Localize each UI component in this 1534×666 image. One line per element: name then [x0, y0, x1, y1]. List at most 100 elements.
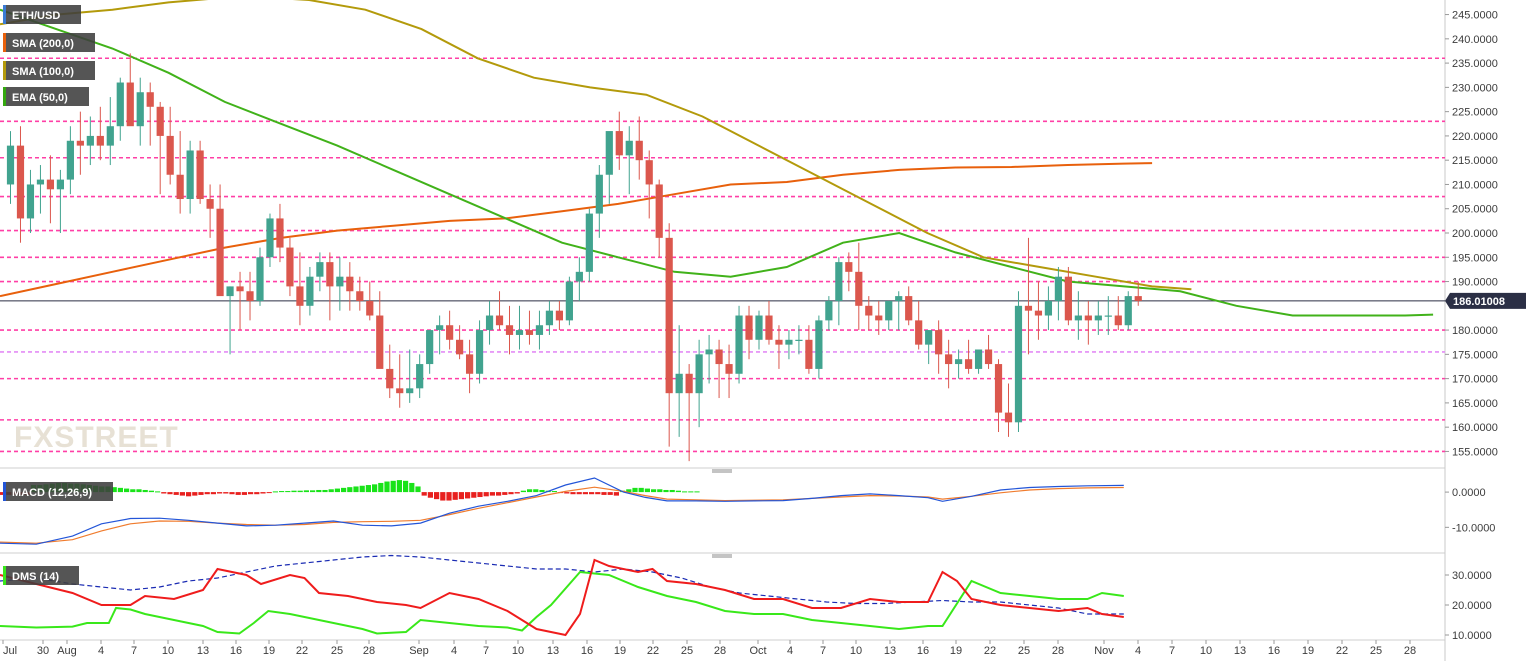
legend-swatch	[3, 5, 6, 24]
candle-up	[6, 145, 15, 185]
macd-histogram-bar-up	[316, 489, 322, 493]
macd-histogram-bar-down	[458, 492, 464, 500]
date-tick-label: 16	[1268, 645, 1280, 657]
candle-up	[36, 179, 45, 185]
macd-histogram-bar-down	[266, 492, 272, 494]
candle-up	[406, 388, 414, 394]
macd-histogram-bar-up	[675, 490, 681, 493]
candle-up	[56, 179, 64, 190]
price-tick-label: 165.0000	[1452, 398, 1498, 410]
macd-histogram-bar-up	[279, 491, 285, 493]
macd-histogram-bar-up	[527, 489, 533, 493]
legend-label: EMA (50,0)	[12, 92, 68, 104]
macd-histogram-bar-down	[514, 492, 520, 494]
legend-swatch	[3, 87, 6, 106]
macd-histogram-bar-down	[452, 492, 458, 500]
macd-histogram-bar-up	[136, 489, 142, 493]
date-tick-label: 4	[98, 645, 104, 657]
macd-histogram-bar-up	[353, 486, 359, 493]
legend-swatch	[3, 61, 6, 80]
candle-up	[885, 300, 893, 321]
candle-down	[984, 349, 993, 365]
date-tick-label: 28	[1052, 645, 1064, 657]
macd-line	[0, 477, 1124, 545]
candle-down	[206, 199, 214, 209]
candle-up	[256, 257, 264, 301]
candle-up	[475, 330, 484, 374]
macd-histogram-bar-up	[669, 489, 675, 493]
candle-up	[1054, 276, 1062, 301]
date-tick-label: Aug	[57, 645, 77, 657]
candle-down	[236, 286, 244, 292]
macd-histogram-bar-down	[446, 492, 452, 501]
candle-up	[336, 276, 344, 287]
price-pane-bg	[0, 0, 1445, 468]
candle-down	[945, 354, 953, 365]
macd-histogram-bar-up	[638, 487, 644, 493]
macd-histogram-bar-up	[403, 480, 409, 493]
candle-up	[675, 373, 683, 394]
macd-histogram-bar-down	[167, 492, 173, 495]
candle-up	[26, 184, 35, 219]
macd-histogram-bar-down	[465, 492, 471, 499]
candle-down	[715, 349, 723, 365]
macd-histogram-bar-up	[415, 486, 421, 493]
macd-histogram-bar-down	[576, 492, 582, 495]
date-tick-label: 10	[1200, 645, 1212, 657]
date-tick-label: 22	[1336, 645, 1348, 657]
candle-down	[386, 368, 394, 389]
candle-down	[495, 315, 504, 326]
candle-down	[196, 150, 204, 200]
macd-histogram-bar-up	[124, 488, 130, 493]
macd-histogram-bar-up	[272, 491, 278, 493]
candle-down	[396, 388, 404, 394]
date-tick-label: Jul	[3, 645, 17, 657]
macd-histogram-bar-up	[632, 487, 638, 493]
macd-legend-swatch	[3, 482, 6, 501]
date-tick-label: 4	[787, 645, 793, 657]
macd-histogram-bar-down	[496, 492, 502, 496]
macd-histogram-bar-down	[421, 492, 427, 496]
macd-histogram-bar-down	[248, 492, 254, 495]
candle-down	[855, 271, 863, 306]
candle-down	[366, 300, 374, 316]
candle-down	[126, 82, 134, 127]
macd-histogram-bar-up	[297, 490, 303, 493]
macd-histogram-bar-down	[229, 492, 235, 495]
dms-tick-label: 10.0000	[1452, 630, 1492, 642]
macd-histogram-bar-up	[328, 489, 334, 493]
candle-down	[615, 131, 623, 156]
candle-down	[994, 364, 1003, 413]
candle-down	[286, 247, 294, 287]
price-tick-label: 175.0000	[1452, 349, 1498, 361]
candle-up	[1104, 315, 1112, 317]
candle-up	[186, 150, 194, 200]
macd-histogram-bar-down	[210, 492, 216, 495]
macd-histogram-bar-up	[384, 481, 390, 493]
sma-100-line	[0, 0, 1192, 291]
candle-down	[555, 310, 563, 321]
macd-histogram-bar-down	[217, 492, 223, 494]
ema-50-line	[0, 8, 1434, 317]
price-tick-label: 210.0000	[1452, 179, 1498, 191]
macd-histogram-bar-up	[682, 491, 688, 493]
dms-pane-bg	[0, 558, 1445, 640]
candle-up	[895, 296, 903, 301]
di-minus-line	[0, 558, 1124, 637]
date-tick-label: 7	[483, 645, 489, 657]
candle-up	[515, 330, 524, 335]
candle-down	[915, 320, 923, 345]
macd-histogram-bar-up	[334, 488, 340, 493]
last-price-tag	[1445, 292, 1526, 309]
date-tick-label: 10	[850, 645, 862, 657]
date-tick-label: 7	[1169, 645, 1175, 657]
candle-up	[735, 315, 743, 374]
candle-down	[356, 291, 364, 301]
legend-label: SMA (100,0)	[12, 66, 74, 78]
macd-histogram-bar-down	[564, 492, 570, 494]
candle-down	[346, 276, 354, 292]
candle-down	[1114, 315, 1122, 326]
candle-down	[905, 296, 913, 321]
candle-up	[575, 271, 583, 282]
